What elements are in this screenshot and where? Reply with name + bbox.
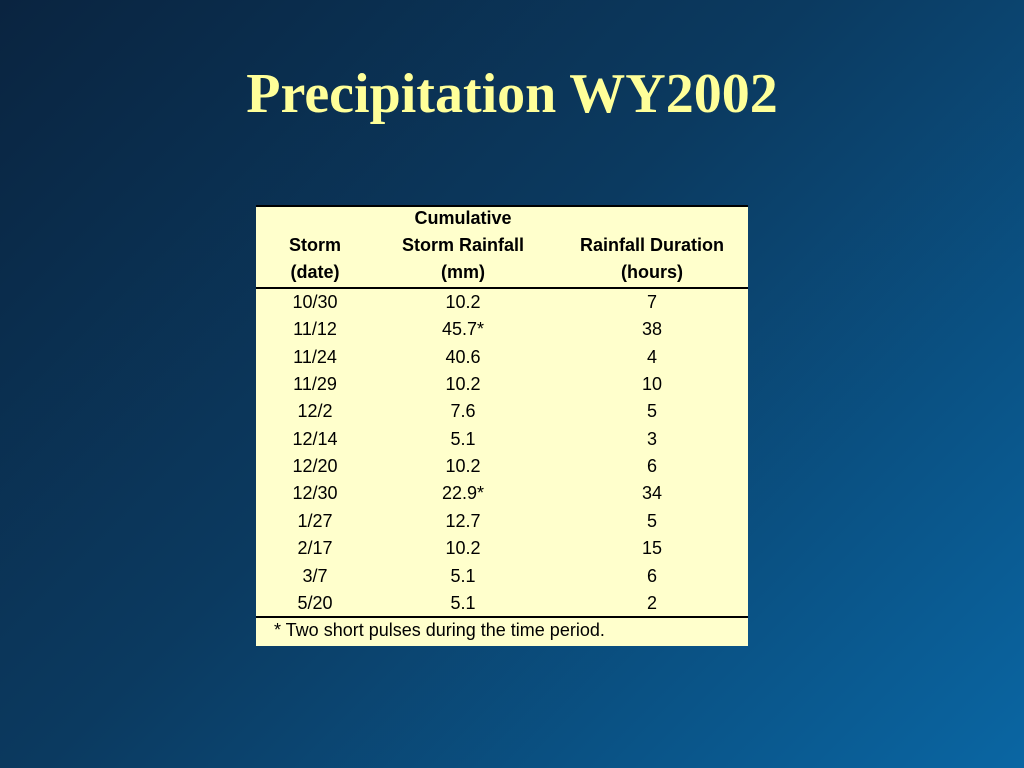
table-cell: 45.7* [441, 319, 485, 340]
table-cell: 11/29 [293, 374, 337, 395]
table-cell: 10/30 [292, 292, 338, 312]
table-cell: 15 [641, 538, 663, 559]
table-cell: 6 [646, 565, 657, 586]
table-cell: 38 [641, 319, 663, 340]
table-cell: 11/24 [293, 346, 337, 367]
table-cell: 11/12 [293, 319, 337, 340]
table-cell: 7 [646, 292, 657, 312]
column-header: Cumulative [414, 208, 512, 228]
column-header: (date) [290, 262, 340, 282]
table-cell: 10 [641, 374, 663, 395]
table-cell: 5.1 [450, 428, 476, 449]
table-rule [256, 287, 748, 289]
table-cell: 5.1 [450, 565, 476, 586]
table-cell: 12.7 [445, 510, 481, 531]
table-cell: 22.9* [441, 483, 485, 504]
table-cell: 12/14 [292, 428, 338, 449]
table-cell: 1/27 [297, 510, 333, 531]
table-rule [256, 616, 748, 618]
table-cell: 2 [646, 592, 657, 613]
table-cell: 10.2 [445, 538, 481, 559]
table-cell: 3/7 [302, 565, 328, 586]
table-cell: 10.2 [445, 456, 481, 477]
table-cell: 2/17 [297, 538, 333, 559]
table-rule [256, 205, 748, 207]
table-cell: 4 [646, 346, 657, 367]
table-cell: 12/30 [292, 483, 338, 504]
table-cell: 10.2 [445, 292, 481, 312]
column-header: Storm [288, 235, 341, 255]
table-cell: 40.6 [445, 346, 481, 367]
table-cell: 10.2 [445, 374, 481, 395]
column-header: (mm) [441, 262, 485, 282]
table-cell: 7.6 [450, 401, 476, 422]
column-header: Storm Rainfall [401, 235, 525, 255]
table-cell: 3 [646, 428, 657, 449]
column-header: (hours) [621, 262, 683, 282]
table-cell: 12/20 [292, 456, 338, 477]
table-cell: 5 [646, 510, 657, 531]
slide-title: Precipitation WY2002 [246, 63, 778, 125]
table-cell: 6 [646, 456, 657, 477]
footnote: * Two short pulses during the time perio… [274, 620, 605, 640]
column-header: Rainfall Duration [579, 235, 724, 255]
data-table: * Two short pulses during the time perio… [256, 205, 748, 646]
table-cell: 5/20 [297, 592, 333, 613]
table-cell: 5.1 [450, 592, 476, 613]
table-cell: 12/2 [297, 401, 333, 422]
table-cell: 5 [646, 401, 657, 422]
table-cell: 34 [641, 483, 663, 504]
